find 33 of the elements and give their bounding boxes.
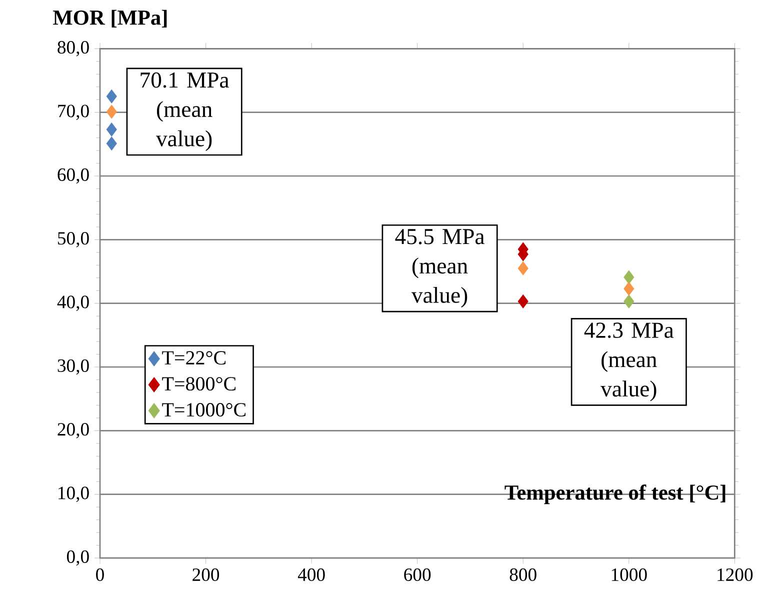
legend-label: T=22°C bbox=[162, 351, 226, 365]
x-axis-title: Temperature of test [°C] bbox=[504, 484, 726, 504]
x-tick-label: 400 bbox=[298, 568, 325, 582]
point bbox=[106, 122, 117, 136]
point bbox=[518, 261, 528, 276]
x-tick-label: 600 bbox=[404, 568, 431, 582]
y-tick-label: 30,0 bbox=[58, 359, 89, 375]
annotation: 70.1 MPa (mean value) bbox=[140, 72, 229, 151]
point bbox=[106, 104, 117, 119]
x-tick-label: 1000 bbox=[612, 568, 647, 582]
annotation: 45.5 MPa (mean value) bbox=[395, 229, 484, 308]
legend-label: T=1000°C bbox=[162, 403, 246, 417]
y-tick-label: 20,0 bbox=[58, 423, 89, 438]
point bbox=[106, 136, 117, 150]
x-tick-label: 800 bbox=[510, 568, 536, 582]
point bbox=[624, 270, 634, 284]
y-tick-label: 40,0 bbox=[57, 296, 89, 311]
point bbox=[624, 282, 634, 296]
point bbox=[624, 294, 634, 308]
y-axis-title: MOR [MPa] bbox=[53, 10, 167, 28]
point bbox=[518, 294, 528, 308]
y-tick-label: 10,0 bbox=[58, 486, 89, 502]
point bbox=[106, 89, 117, 104]
legend-label: T=800°C bbox=[162, 377, 236, 391]
x-tick-label: 1200 bbox=[718, 568, 753, 582]
y-tick-label: 0,0 bbox=[66, 550, 89, 566]
x-tick-label: 0 bbox=[96, 568, 104, 582]
y-tick-label: 70,0 bbox=[58, 104, 89, 120]
annotation: 42.3 MPa (mean value) bbox=[584, 322, 674, 402]
y-tick-label: 80,0 bbox=[58, 41, 89, 56]
y-tick-label: 50,0 bbox=[58, 232, 89, 248]
y-tick-label: 60,0 bbox=[58, 168, 89, 184]
x-tick-label: 200 bbox=[192, 568, 220, 582]
